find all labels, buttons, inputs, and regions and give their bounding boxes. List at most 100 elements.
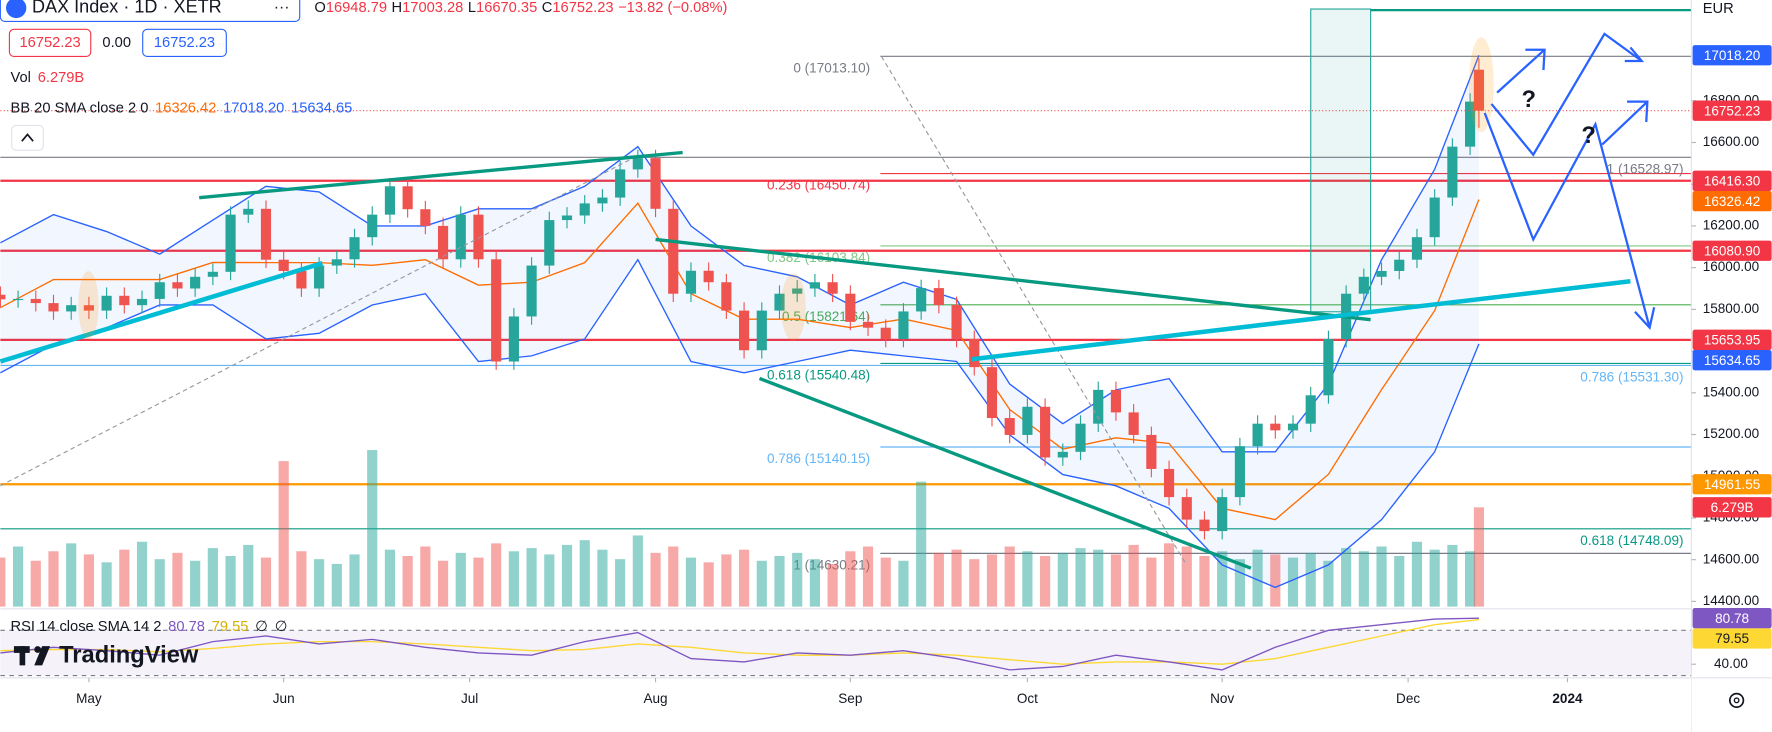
volume-legend-value: 6.279B [38, 70, 85, 86]
projection-path [1483, 112, 1651, 328]
candle-body [314, 265, 325, 289]
candle-body [296, 270, 307, 289]
candle-body [1447, 146, 1458, 198]
candle-body [420, 209, 431, 226]
ohlc-label: L [468, 0, 476, 16]
arrow-head [1624, 46, 1645, 63]
volume-bar [650, 552, 661, 607]
candle-body [597, 197, 608, 204]
price-badge-label: 16752.23 [1704, 103, 1761, 118]
trend-line [0, 261, 323, 364]
volume-bar [774, 556, 785, 607]
candle-body [809, 282, 820, 289]
volume-bar [473, 557, 484, 607]
candle-body [1429, 197, 1440, 238]
annotation: ? [1581, 123, 1595, 149]
volume-bar [1234, 559, 1245, 607]
candle-body [1323, 338, 1334, 396]
arrow-head [1634, 307, 1656, 330]
candle-body [225, 214, 236, 272]
time-axis-background [0, 677, 1692, 732]
volume-bar [508, 551, 519, 607]
price-badge-label: 6.279B [1711, 500, 1754, 515]
logo-shape [19, 646, 26, 666]
candle-body [1022, 406, 1033, 435]
volume-bar [898, 560, 909, 607]
settings-gear-center[interactable] [1733, 697, 1740, 704]
volume-bar [225, 556, 236, 607]
buy-box[interactable] [142, 28, 227, 58]
symbol-title[interactable]: DAX Index · 1D · XETR [32, 0, 222, 17]
symbol-logo [6, 0, 27, 19]
settings-gear[interactable] [1728, 692, 1745, 708]
price-badge [1692, 497, 1772, 518]
collapse-icon[interactable] [21, 133, 34, 142]
candle-body [792, 288, 803, 294]
dashed-line [880, 56, 1187, 566]
ohlc-values: O16948.79 H17003.28 L16670.35 C16752.23 −13.… [314, 0, 727, 16]
volume-bar [66, 543, 77, 607]
volume-bar [154, 559, 165, 607]
volume-bar [703, 562, 714, 607]
candle-body [1465, 101, 1476, 147]
settings-icon[interactable] [1728, 692, 1745, 708]
volume-bar [561, 544, 573, 607]
price-badge-label: 17018.20 [1704, 48, 1761, 63]
trend-line [971, 279, 1631, 362]
volume-bar [1376, 546, 1387, 607]
candle-body [845, 293, 856, 322]
x-tick-label: May [76, 691, 102, 706]
candle-body [260, 208, 272, 260]
candle-body [579, 203, 590, 216]
volume-bar [579, 540, 590, 607]
candle-body [880, 327, 891, 339]
candle-body [1093, 389, 1104, 424]
candle-body [615, 169, 626, 198]
fib-label: 0.786 (15531.30) [1580, 369, 1683, 384]
candle-body [190, 276, 201, 289]
rsi-legend-value: ∅ [275, 619, 288, 635]
sell-box[interactable] [8, 28, 92, 58]
volume-bar [1128, 544, 1139, 607]
candle-body [632, 158, 643, 170]
buy-price[interactable]: 16752.23 [154, 35, 215, 51]
volume-bar [1447, 544, 1458, 607]
candle-body [756, 310, 767, 351]
price-badge-label: 14961.55 [1704, 477, 1761, 492]
bb-legend: BB 20 SMA close 2 0 16326.42 17018.20 15634… [11, 100, 353, 116]
rsi-legend-value: 80.78 [168, 619, 205, 635]
volume-bar [721, 554, 732, 607]
legend: DAX Index · 1D · XETR ··· O16948.79 H1700… [0, 0, 727, 669]
more-button[interactable]: ··· [274, 0, 290, 16]
volume-bar [597, 549, 608, 607]
y-tick-label: 15800.00 [1703, 301, 1760, 316]
projection-arrow [1496, 48, 1546, 94]
volume-bar [986, 554, 998, 607]
volume-bar [827, 563, 838, 607]
x-tick-label: Nov [1210, 691, 1234, 706]
candle-body [119, 295, 130, 306]
sell-price[interactable]: 16752.23 [19, 35, 80, 51]
collapse-button[interactable] [11, 124, 44, 151]
y-tick-label: 14600.00 [1703, 551, 1760, 566]
candle-body [278, 259, 289, 271]
candle-body [916, 288, 927, 312]
brand-logo: TradingView [13, 643, 199, 669]
candle-body [331, 259, 342, 266]
candle-body [526, 265, 537, 317]
candle-body [437, 225, 449, 260]
volume-bar [1394, 556, 1405, 607]
volume-bar [1075, 548, 1086, 607]
candle-body [1199, 519, 1210, 532]
bb-legend-value: 16326.42 [155, 100, 216, 116]
volume-bar [1181, 546, 1192, 607]
volume-bar [278, 461, 289, 607]
candle-body [30, 298, 41, 304]
volume-bar [544, 554, 555, 607]
y-tick-label: 15200.00 [1703, 426, 1760, 441]
bb-legend-value: 15634.65 [291, 100, 352, 116]
currency-label: EUR [1703, 1, 1734, 17]
volume-bar [30, 560, 41, 607]
symbol-box[interactable] [0, 0, 301, 23]
